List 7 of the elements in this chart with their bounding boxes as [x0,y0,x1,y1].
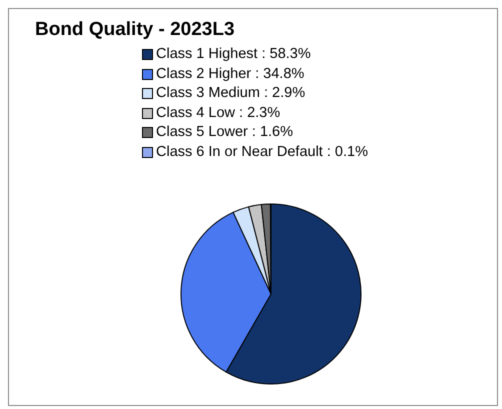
legend-label: Class 5 Lower : 1.6% [156,123,294,142]
legend-label: Class 4 Low : 2.3% [156,104,280,122]
legend-label: Class 3 Medium : 2.9% [156,84,306,103]
legend-label: Class 1 Highest : 58.3% [156,45,311,64]
chart-title: Bond Quality - 2023L3 [35,19,235,41]
legend-label: Class 2 Higher : 34.8% [156,64,304,84]
legend-label: Class 6 In or Near Default : 0.1% [156,142,368,162]
